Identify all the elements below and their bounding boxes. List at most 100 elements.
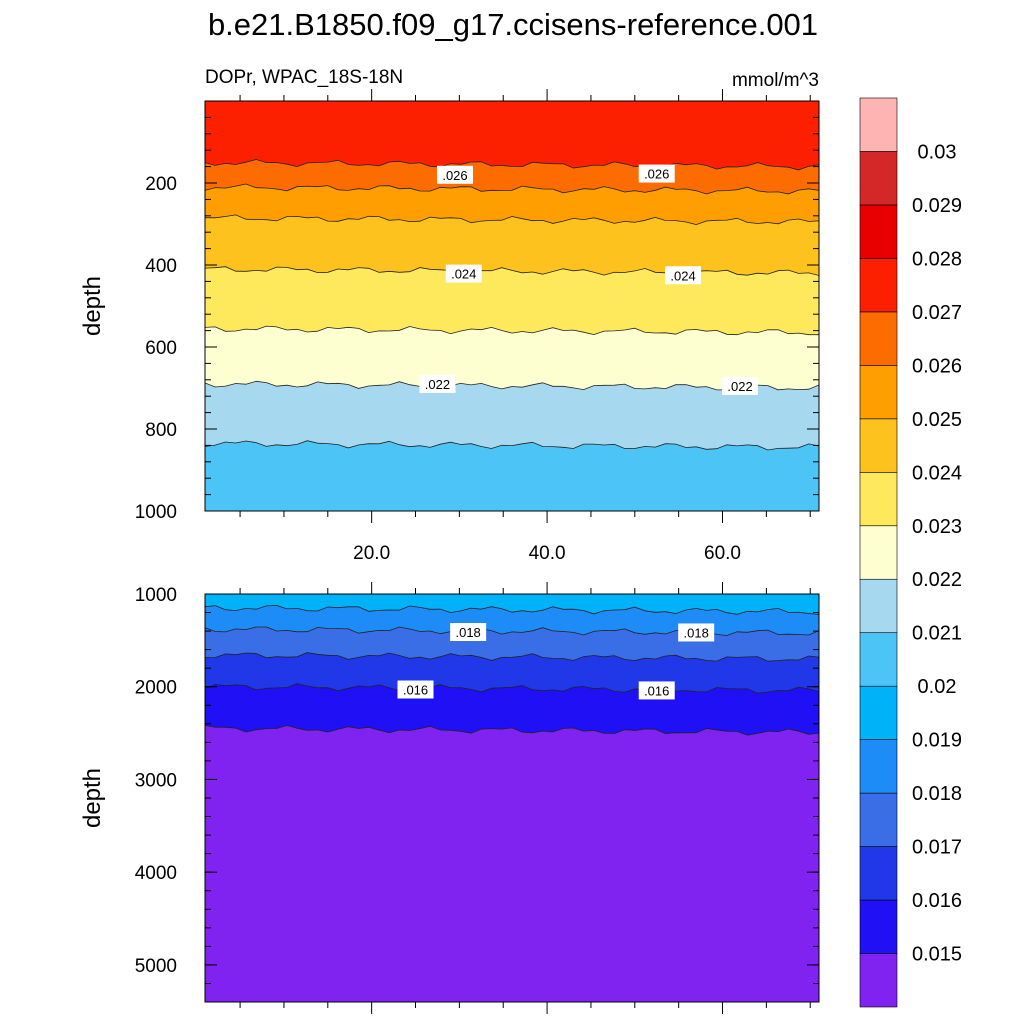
subtitle-left: DOPr, WPAC_18S-18N xyxy=(205,67,403,88)
colorbar-label: 0.016 xyxy=(912,890,962,912)
colorbar-swatch xyxy=(859,311,898,366)
colorbar-swatch xyxy=(859,365,898,420)
contour-band xyxy=(205,683,819,736)
contour-line xyxy=(205,724,819,736)
contour-band xyxy=(205,266,819,335)
svg-text:.026: .026 xyxy=(644,167,669,182)
colorbar-swatch xyxy=(859,204,898,259)
colorbar-label: 0.018 xyxy=(912,783,962,805)
colorbar-label: 0.025 xyxy=(912,409,962,431)
contour-label: .024 xyxy=(445,264,482,283)
contour-band xyxy=(205,184,819,225)
x-tick-label: 60.0 xyxy=(704,543,741,564)
colorbar-swatch xyxy=(859,97,898,152)
svg-text:.024: .024 xyxy=(670,268,695,283)
contour-band xyxy=(205,725,819,1002)
contour-label: .024 xyxy=(665,266,702,285)
svg-text:.016: .016 xyxy=(644,683,669,698)
contour-band xyxy=(205,627,819,662)
contour-label: .018 xyxy=(450,623,487,642)
contour-line xyxy=(205,159,819,171)
contour-label: .022 xyxy=(722,376,759,395)
subtitle-right: mmol/m^3 xyxy=(732,70,819,91)
svg-text:.024: .024 xyxy=(451,267,476,282)
contour-band xyxy=(205,326,819,390)
panel-upper: .026 .026 .024 .024 .022 .022 200 400 600 800 1000… xyxy=(79,89,820,564)
colorbar-label: 0.024 xyxy=(912,462,962,484)
svg-text:.022: .022 xyxy=(425,377,450,392)
y-tick-label: 1000 xyxy=(135,502,177,523)
contour-panels: .026 .026 .024 .024 .022 .022 200 400 600 800 1000… xyxy=(79,89,820,1014)
colorbar-label: 0.017 xyxy=(912,837,962,859)
y-axis-label: depth xyxy=(79,276,106,336)
colorbar-label: 0.029 xyxy=(912,195,962,217)
contour-label: .016 xyxy=(638,681,675,700)
contour-label: .026 xyxy=(638,164,675,183)
colorbar-label: 0.027 xyxy=(912,302,962,324)
contour-line xyxy=(205,380,819,391)
contour-line xyxy=(205,440,819,451)
y-axis-label: depth xyxy=(79,768,106,828)
colorbar-label: 0.023 xyxy=(912,516,962,538)
colorbar-swatch xyxy=(859,471,898,527)
colorbar-swatch xyxy=(859,418,898,473)
colorbar-swatch xyxy=(859,525,898,580)
contour-line xyxy=(205,266,819,276)
colorbar-swatch xyxy=(859,846,898,901)
y-tick-label: 2000 xyxy=(135,678,177,699)
y-tick-label: 600 xyxy=(145,338,177,359)
colorbar-label: 0.019 xyxy=(912,730,962,752)
contour-band xyxy=(205,605,819,636)
svg-text:.016: .016 xyxy=(403,683,428,698)
contour-label: .016 xyxy=(397,680,434,699)
x-tick-label: 20.0 xyxy=(353,543,390,564)
contour-line xyxy=(205,183,819,195)
contour-label: .018 xyxy=(678,623,715,642)
y-tick-label: 800 xyxy=(145,420,177,441)
contour-band xyxy=(205,214,819,276)
contour-line xyxy=(205,214,819,226)
figure-title: b.e21.B1850.f09_g17.ccisens-reference.00… xyxy=(208,7,818,42)
svg-text:.018: .018 xyxy=(684,625,709,640)
colorbar-swatch xyxy=(859,899,898,954)
contour-line xyxy=(205,604,819,615)
contour-line xyxy=(205,626,819,636)
y-tick-label: 1000 xyxy=(135,585,177,606)
svg-text:.022: .022 xyxy=(727,379,752,394)
colorbar-swatch xyxy=(859,578,898,634)
colorbar-swatch xyxy=(859,151,898,206)
x-tick-label: 40.0 xyxy=(529,543,566,564)
colorbar-label: 0.022 xyxy=(912,569,962,591)
colorbar-swatch xyxy=(859,739,898,794)
colorbar-label: 0.03 xyxy=(918,141,957,163)
y-tick-label: 200 xyxy=(145,174,177,195)
panel-lower: .018 .018 .016 .016 1000 2000 3000 4000 5000 dept… xyxy=(79,582,820,1014)
colorbar: 0.015 0.016 0.017 0.018 0.019 0.02 0.021 0.022 0… xyxy=(859,97,962,1008)
colorbar-swatch xyxy=(859,632,898,687)
y-tick-label: 4000 xyxy=(135,863,177,884)
contour-line xyxy=(205,325,819,336)
svg-text:.026: .026 xyxy=(442,168,467,183)
plot-frame xyxy=(204,100,820,512)
colorbar-swatch xyxy=(859,953,898,1008)
y-tick-label: 400 xyxy=(145,256,177,277)
colorbar-label: 0.028 xyxy=(912,248,962,270)
contour-band xyxy=(205,440,819,511)
colorbar-label: 0.026 xyxy=(912,355,962,377)
contour-line xyxy=(205,683,819,694)
contour-band xyxy=(205,594,819,615)
contour-line xyxy=(205,652,819,662)
colorbar-swatch xyxy=(859,792,898,847)
contour-band xyxy=(205,381,819,450)
colorbar-label: 0.02 xyxy=(918,676,957,698)
y-tick-label: 3000 xyxy=(135,770,177,791)
contour-label: .026 xyxy=(436,165,473,184)
contour-band xyxy=(205,101,819,170)
colorbar-swatch xyxy=(859,685,898,740)
colorbar-swatch xyxy=(859,258,898,313)
y-tick-label: 5000 xyxy=(135,956,177,977)
colorbar-label: 0.015 xyxy=(912,944,962,966)
contour-label: .022 xyxy=(419,374,456,393)
colorbar-label: 0.021 xyxy=(912,623,962,645)
